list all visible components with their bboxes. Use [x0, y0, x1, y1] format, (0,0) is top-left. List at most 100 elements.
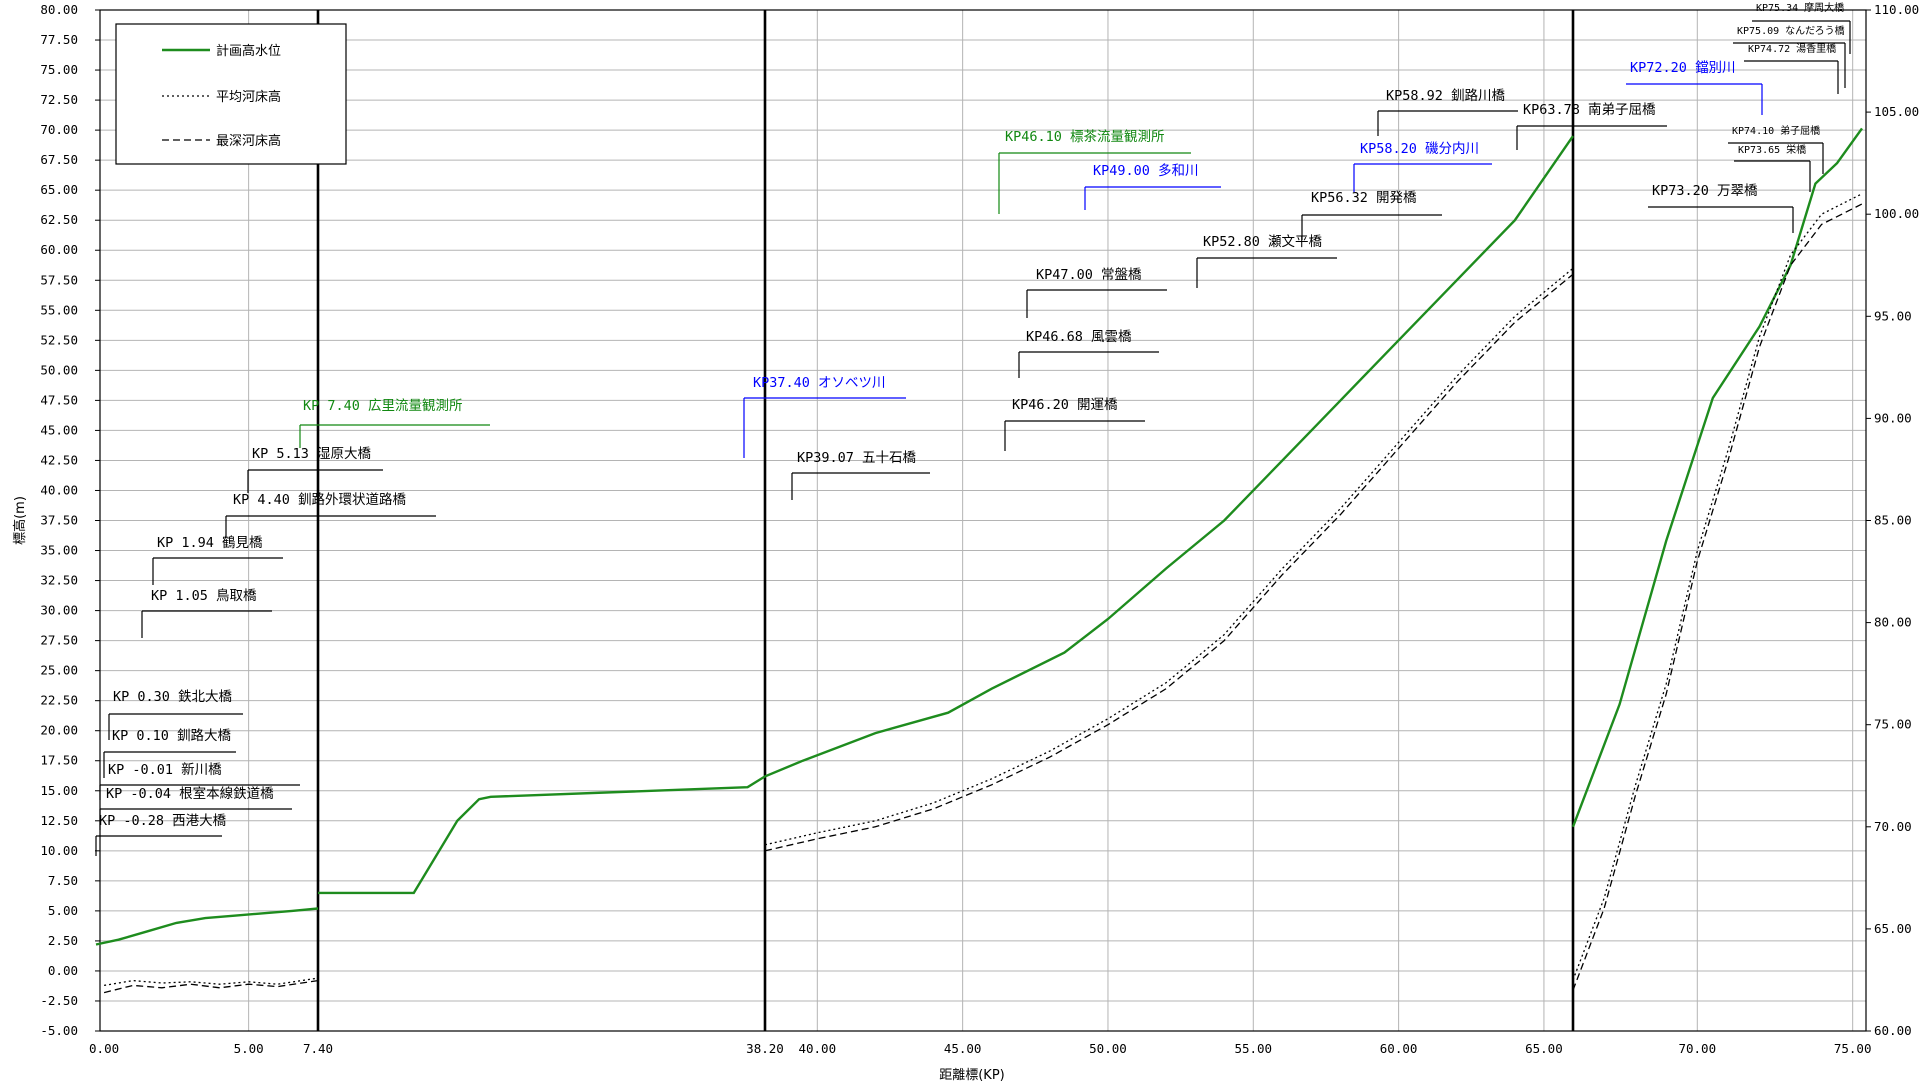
y-tick-left: 10.00 — [40, 843, 78, 858]
section-dividers — [316, 10, 1575, 1031]
y-tick-left: 55.00 — [40, 302, 78, 317]
y-tick-right: 105.00 — [1874, 104, 1919, 119]
y-tick-left: 35.00 — [40, 543, 78, 558]
y-tick-right: 65.00 — [1874, 921, 1912, 936]
y-tick-left: 80.00 — [40, 2, 78, 17]
y-tick-left: 32.50 — [40, 573, 78, 588]
y-tick-left: 0.00 — [48, 963, 78, 978]
series-line-solid — [95, 907, 319, 946]
annotation-label: KP 1.05 鳥取橋 — [151, 588, 257, 604]
series-line-dashed — [103, 979, 319, 994]
annotation-6: KP 0.10 釧路大橋 — [103, 728, 236, 778]
annotation-label: KP73.65 栄橋 — [1738, 143, 1806, 156]
annotation-20: KP58.92 釧路川橋 — [1377, 88, 1518, 136]
y-tick-left: 40.00 — [40, 482, 78, 497]
annotation-label: KP56.32 開発橋 — [1311, 190, 1417, 206]
y-tick-left: 52.50 — [40, 332, 78, 347]
y-tick-left: 45.00 — [40, 422, 78, 437]
y-tick-left: 50.00 — [40, 362, 78, 377]
y-tick-left: 65.00 — [40, 182, 78, 197]
annotation-18: KP56.32 開発橋 — [1301, 190, 1442, 240]
annotation-label: KP37.40 オソベツ川 — [753, 375, 886, 391]
annotation-label: KP46.10 標茶流量観測所 — [1005, 128, 1165, 145]
annotation-label: KP 5.13 湿原大橋 — [252, 446, 372, 462]
annotation-label: KP63.78 南弟子屈橋 — [1523, 102, 1656, 118]
y-tick-left: -2.50 — [40, 993, 78, 1008]
y-tick-left: 77.50 — [40, 32, 78, 47]
annotation-4: KP 1.05 鳥取橋 — [141, 588, 272, 638]
y-tick-right: 90.00 — [1874, 410, 1912, 425]
annotation-2: KP 4.40 釧路外環状道路橋 — [225, 492, 436, 538]
annotation-label: KP 4.40 釧路外環状道路橋 — [233, 492, 407, 508]
annotation-label: KP58.20 磯分内川 — [1360, 141, 1479, 157]
annotation-17: KP52.80 瀬文平橋 — [1196, 234, 1337, 288]
y-tick-left: 72.50 — [40, 92, 78, 107]
y-tick-left: 20.00 — [40, 723, 78, 738]
annotation-26: KP74.72 湯香里橋 — [1744, 42, 1839, 94]
x-tick: 70.00 — [1678, 1041, 1716, 1056]
annotation-0: KP 7.40 広里流量観測所 — [299, 397, 490, 448]
series-line-dotted — [764, 267, 1574, 846]
bridge-annotations: KP 7.40 広里流量観測所 KP 5.13 湿原大橋 KP 4.40 釧路外環状… — [95, 1, 1851, 856]
y-tick-left: -5.00 — [40, 1023, 78, 1038]
annotation-label: KP46.68 風雲橋 — [1026, 329, 1132, 345]
annotation-16: KP46.20 開運橋 — [1004, 397, 1145, 451]
annotation-label: KP58.92 釧路川橋 — [1386, 88, 1506, 104]
y-tick-right: 100.00 — [1874, 206, 1919, 221]
y-tick-left: 75.00 — [40, 62, 78, 77]
legend-label: 最深河床高 — [216, 133, 281, 149]
y-tick-left: 67.50 — [40, 152, 78, 167]
x-tick: 38.20 — [746, 1041, 784, 1056]
y-axis-label: 標高(m) — [12, 496, 28, 545]
y-axis-right-ticks: 110.00 105.00 100.00 95.00 90.00 85.00 80.00 75… — [1866, 2, 1919, 1038]
series-line-dashed — [1572, 203, 1863, 991]
annotation-label: KP49.00 多和川 — [1093, 162, 1199, 179]
annotation-9: KP -0.28 西港大橋 — [95, 813, 227, 856]
annotation-21: KP63.78 南弟子屈橋 — [1516, 102, 1667, 150]
legend-label: 平均河床高 — [216, 89, 281, 105]
x-tick: 0.00 — [89, 1041, 119, 1056]
annotation-14: KP47.00 常盤橋 — [1026, 267, 1167, 318]
annotation-label: KP72.20 鐺別川 — [1630, 60, 1736, 76]
annotation-3: KP 1.94 鶴見橋 — [152, 534, 283, 585]
annotation-13: KP49.00 多和川 — [1084, 162, 1221, 210]
y-tick-right: 70.00 — [1874, 819, 1912, 834]
x-tick: 7.40 — [303, 1041, 333, 1056]
x-axis-label: 距離標(KP) — [939, 1068, 1005, 1083]
annotation-5: KP 0.30 鉄北大橋 — [108, 689, 243, 740]
x-tick: 5.00 — [234, 1041, 264, 1056]
annotation-10: KP37.40 オソベツ川 — [743, 375, 906, 458]
y-tick-right: 110.00 — [1874, 2, 1919, 17]
annotation-12: KP46.10 標茶流量観測所 — [998, 128, 1191, 214]
y-tick-left: 70.00 — [40, 122, 78, 137]
series-line-dotted — [103, 977, 319, 987]
annotation-23: KP73.20 万翠橋 — [1648, 183, 1794, 233]
x-tick: 60.00 — [1380, 1041, 1418, 1056]
x-axis-ticks: 0.00 5.00 7.40 38.20 40.00 45.00 50.00 55.00 60.… — [89, 1041, 1871, 1056]
y-axis-left-ticks: 80.00 77.50 75.00 72.50 70.00 67.50 65.00 62.50… — [40, 2, 100, 1038]
annotation-label: KP75.09 なんだろう橋 — [1737, 24, 1845, 37]
series-line-dashed — [764, 273, 1574, 852]
annotation-label: KP39.07 五十石橋 — [797, 450, 917, 466]
y-tick-left: 37.50 — [40, 513, 78, 528]
annotation-label: KP46.20 開運橋 — [1012, 397, 1118, 413]
x-tick: 40.00 — [798, 1041, 836, 1056]
annotation-label: KP 0.30 鉄北大橋 — [113, 689, 233, 705]
annotation-15: KP46.68 風雲橋 — [1018, 329, 1159, 378]
y-tick-right: 75.00 — [1874, 717, 1912, 732]
y-tick-left: 42.50 — [40, 452, 78, 467]
annotation-19: KP58.20 磯分内川 — [1353, 141, 1492, 192]
y-tick-left: 2.50 — [48, 933, 78, 948]
series-line-dotted — [1572, 193, 1863, 981]
annotation-label: KP74.10 弟子屈橋 — [1732, 124, 1820, 137]
series-lines — [95, 127, 1863, 994]
y-tick-left: 62.50 — [40, 212, 78, 227]
annotation-label: KP -0.01 新川橋 — [108, 762, 222, 778]
y-tick-right: 80.00 — [1874, 615, 1912, 630]
annotation-24: KP75.34 摩周大橋 — [1752, 1, 1851, 54]
annotation-11: KP39.07 五十石橋 — [791, 450, 930, 500]
series-line-solid — [1571, 127, 1863, 828]
y-tick-left: 47.50 — [40, 392, 78, 407]
